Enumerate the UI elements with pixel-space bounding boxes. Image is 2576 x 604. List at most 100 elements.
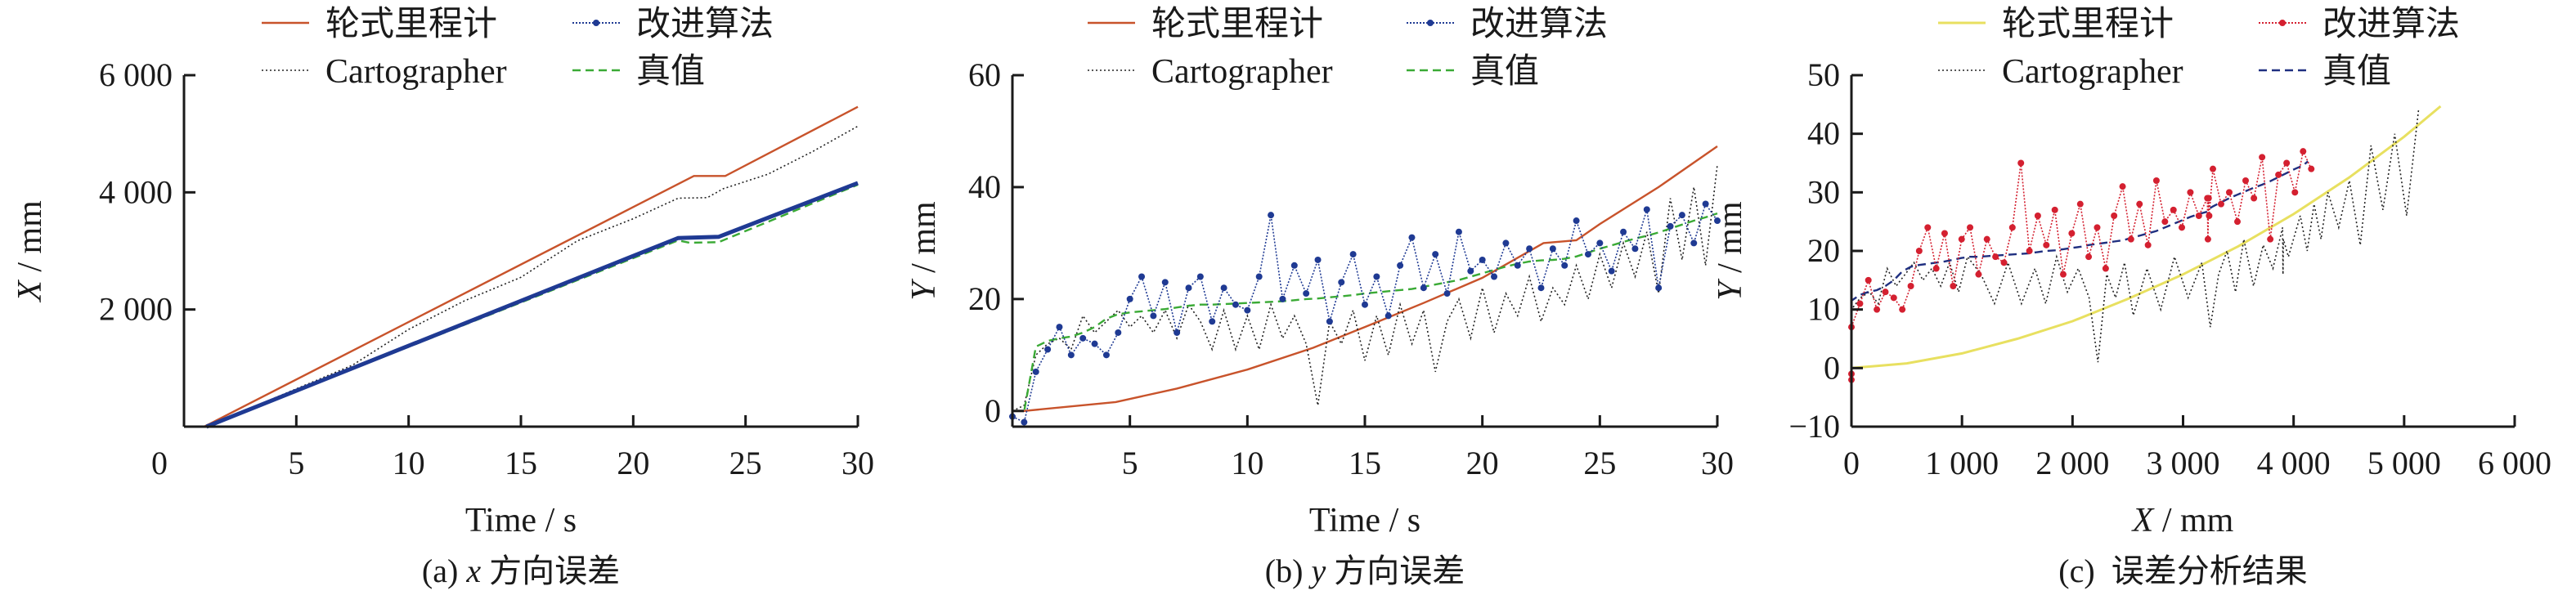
caption-var: x: [465, 553, 481, 589]
y-tick-label: 6 000: [99, 56, 173, 93]
data-point-improved: [1856, 300, 1864, 307]
data-point-improved: [1958, 235, 1965, 243]
data-point-improved: [1443, 290, 1451, 298]
x-tick-label: 15: [1349, 445, 1381, 481]
legend-item-odometry: 轮式里程计: [1938, 6, 2174, 43]
data-point-improved: [2034, 213, 2041, 219]
data-point-improved: [1056, 324, 1063, 331]
data-point-improved: [2195, 213, 2202, 219]
legend-item-cartographer: Cartographer: [262, 53, 507, 91]
x-axis-title: X / mm: [2131, 502, 2234, 539]
x-axis-title: Time / s: [1309, 502, 1420, 539]
legend: 轮式里程计 改进算法 Cartographer 真值: [262, 6, 774, 91]
data-point-improved: [2275, 171, 2282, 178]
caption-prefix: (a): [422, 553, 466, 589]
legend-label-odometry: 轮式里程计: [325, 6, 497, 43]
data-point-improved: [2283, 159, 2291, 167]
legend-item-truth: 真值: [1407, 53, 1539, 91]
data-point-improved: [2217, 200, 2224, 208]
data-point-improved: [2051, 206, 2058, 213]
data-point-improved: [1899, 306, 1906, 313]
data-point-improved: [1890, 294, 1897, 302]
legend-marker-improved: [593, 20, 599, 26]
chart-a: 2 000 4 000 6 000 0 5 10 15 20 25 30 Time / s X / m…: [11, 6, 874, 589]
data-point-improved: [1384, 312, 1392, 320]
data-point-improved: [2008, 224, 2016, 231]
y-tick-label: 40: [1807, 115, 1840, 152]
data-point-improved: [1983, 235, 1990, 243]
data-point-improved: [1115, 329, 1122, 336]
data-point-improved: [1373, 273, 1380, 280]
data-point-improved: [2300, 148, 2307, 155]
series-cartographer: [206, 125, 859, 427]
series-truth: [1850, 160, 2309, 369]
data-point-improved: [2102, 265, 2109, 272]
data-point-improved: [1021, 418, 1028, 426]
x-tick-label: 0: [151, 445, 168, 481]
data-point-improved: [2136, 200, 2143, 208]
data-point-improved: [1561, 262, 1568, 269]
series-cartographer: [1851, 110, 2420, 369]
data-point-improved: [1268, 212, 1275, 219]
series-cartographer: [1012, 164, 1718, 412]
data-point-improved: [2085, 253, 2093, 261]
data-point-improved: [1091, 340, 1098, 347]
data-point-improved: [1967, 224, 1974, 231]
data-point-improved: [2119, 183, 2126, 190]
data-point-improved: [1044, 346, 1052, 353]
data-point-improved: [1667, 222, 1674, 230]
x-tick-label: 25: [1583, 445, 1616, 481]
data-point-improved: [1397, 262, 1404, 269]
y-tick-label: 0: [1824, 349, 1840, 386]
data-point-improved: [2017, 159, 2025, 167]
legend-label-truth: 真值: [2322, 53, 2391, 91]
data-point-improved: [2209, 165, 2216, 172]
legend-label-improved: 改进算法: [1470, 6, 1608, 43]
data-point-improved: [1941, 230, 1948, 237]
data-point-improved: [1596, 239, 1604, 247]
x-tick-label: 4 000: [2257, 445, 2331, 481]
data-point-improved: [1514, 262, 1521, 269]
data-point-improved: [2144, 241, 2152, 248]
legend-marker-improved: [1427, 20, 1434, 26]
data-point-improved: [1032, 368, 1039, 375]
data-point-improved: [1290, 262, 1298, 269]
data-point-improved: [1161, 279, 1169, 286]
x-tick-label: 6 000: [2478, 445, 2551, 481]
y-tick-label: 2 000: [99, 291, 173, 328]
data-point-improved: [1209, 318, 1216, 325]
data-point-improved: [2043, 241, 2050, 248]
data-point-improved: [1678, 212, 1685, 219]
data-point-improved: [1185, 284, 1192, 292]
data-point-improved: [2026, 248, 2033, 254]
data-point-improved: [1255, 273, 1263, 280]
data-point-improved: [1338, 279, 1345, 286]
data-point-improved: [1950, 283, 1957, 289]
x-tick-label: 10: [1231, 445, 1263, 481]
series-improved: [1012, 202, 1718, 423]
data-point-improved: [2291, 189, 2299, 196]
data-point-improved: [2242, 177, 2250, 184]
x-tick-label: 5: [1122, 445, 1138, 481]
data-point-improved: [1907, 283, 1914, 289]
data-point-improved: [1314, 256, 1322, 263]
data-point-improved: [2068, 230, 2076, 237]
data-point-improved: [1326, 318, 1333, 325]
legend-label-improved: 改进算法: [636, 6, 774, 43]
data-point-improved: [1502, 239, 1510, 247]
data-point-improved: [1349, 251, 1357, 258]
chart-b: 0 20 40 60 5 10 15 20 25 30 Time / s Y / mm (b) y 方向误…: [905, 6, 1734, 589]
x-tick-label: 20: [617, 445, 649, 481]
y-tick-label: 10: [1807, 291, 1840, 328]
data-point-improved: [1174, 329, 1181, 336]
y-axis-title: X / mm: [11, 200, 49, 303]
data-point-improved: [2206, 213, 2213, 219]
y-axis-title-var: Y: [1712, 278, 1749, 301]
x-tick-label: 30: [1701, 445, 1734, 481]
x-axis-title-text: Time / s: [1309, 502, 1420, 539]
x-tick-label: 20: [1466, 445, 1499, 481]
data-point-improved: [2204, 235, 2211, 243]
legend-label-improved: 改进算法: [2322, 6, 2460, 43]
caption-var: y: [1308, 553, 1326, 589]
